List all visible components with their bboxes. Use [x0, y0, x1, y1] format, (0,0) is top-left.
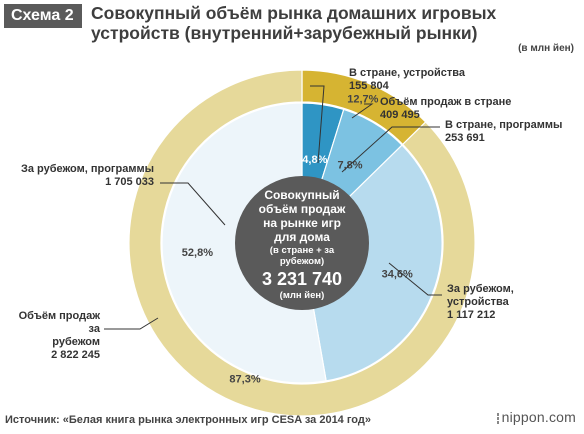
label-dom-software-value: 253 691	[445, 132, 485, 144]
brand-logo: nippon.com	[496, 409, 576, 425]
unit-note: (в млн йен)	[518, 43, 574, 54]
center-line-1: Совокупный	[264, 188, 339, 202]
outer-ring	[128, 69, 476, 417]
label-dom-total-name: Объём продаж в стране	[380, 96, 512, 108]
percent-labels: 12,7% 87,3% 4,8% 7,8% 34,6% 52,8%	[182, 93, 413, 385]
center-disc	[235, 176, 369, 310]
label-foreign-devices-name-1: За рубежом,	[447, 283, 514, 295]
leader-lines	[104, 85, 442, 330]
label-foreign-devices-name-2: устройства	[447, 296, 509, 308]
center-line-3: на рынке игр	[263, 216, 341, 230]
source-note: Источник: «Белая книга рынка электронных…	[5, 414, 371, 426]
label-foreign-total-name-1: Объём продаж за	[18, 310, 100, 335]
center-line-5: (в стране + за	[270, 245, 335, 256]
outer-percent-label-1: 87,3%	[229, 374, 260, 386]
center-unit: (млн йен)	[280, 290, 325, 301]
figure-badge: Схема 2	[4, 4, 82, 28]
label-dom-total-value: 409 495	[380, 109, 420, 121]
inner-percent-label-0: 4,8%	[302, 154, 327, 166]
center-line-6: рубежом)	[280, 256, 324, 267]
leader-for-total	[104, 317, 159, 330]
inner-ring	[161, 102, 443, 384]
inner-percent-label-1: 7,8%	[338, 160, 363, 172]
label-dom-devices-value: 155 804	[349, 80, 389, 92]
label-foreign-software: За рубежом, программы 1 705 033	[14, 163, 154, 189]
label-dom-total: Объём продаж в стране 409 495	[380, 96, 511, 122]
label-dom-software-name: В стране, программы	[445, 119, 563, 131]
leader-for-dev	[388, 262, 442, 296]
label-dom-devices: В стране, устройства 155 804	[349, 67, 465, 93]
center-line-4: для дома	[274, 230, 330, 244]
label-foreign-devices: За рубежом, устройства 1 117 212	[447, 283, 514, 322]
label-foreign-devices-value: 1 117 212	[447, 309, 496, 321]
inner-percent-label-3: 52,8%	[182, 247, 213, 259]
outer-segment-1	[128, 69, 476, 417]
label-foreign-total: Объём продаж за рубежом 2 822 245	[8, 310, 100, 362]
inner-percent-label-2: 34,6%	[382, 269, 413, 281]
leader-dom-total	[351, 103, 374, 119]
leader-dom-dev	[310, 85, 325, 164]
label-foreign-total-value: 2 822 245	[51, 349, 100, 361]
chart-title: Совокупный объём рынка домашних игровых …	[91, 3, 497, 43]
label-dom-devices-name: В стране, устройства	[349, 67, 466, 79]
label-foreign-total-name-2: рубежом	[52, 336, 100, 348]
outer-percent-label-0: 12,7%	[347, 93, 378, 105]
leader-for-soft	[160, 182, 226, 226]
label-foreign-software-value: 1 705 033	[105, 176, 154, 188]
brand-dots-icon	[496, 412, 499, 425]
brand-name: nippon.com	[501, 409, 576, 425]
center-line-2: объём продаж	[259, 202, 346, 216]
center-text: Совокупный объём продаж на рынке игр для…	[259, 188, 346, 301]
center-total: 3 231 740	[262, 269, 342, 289]
label-foreign-software-name: За рубежом, программы	[20, 163, 154, 175]
label-dom-software: В стране, программы 253 691	[445, 119, 562, 145]
leader-dom-soft	[341, 126, 440, 173]
